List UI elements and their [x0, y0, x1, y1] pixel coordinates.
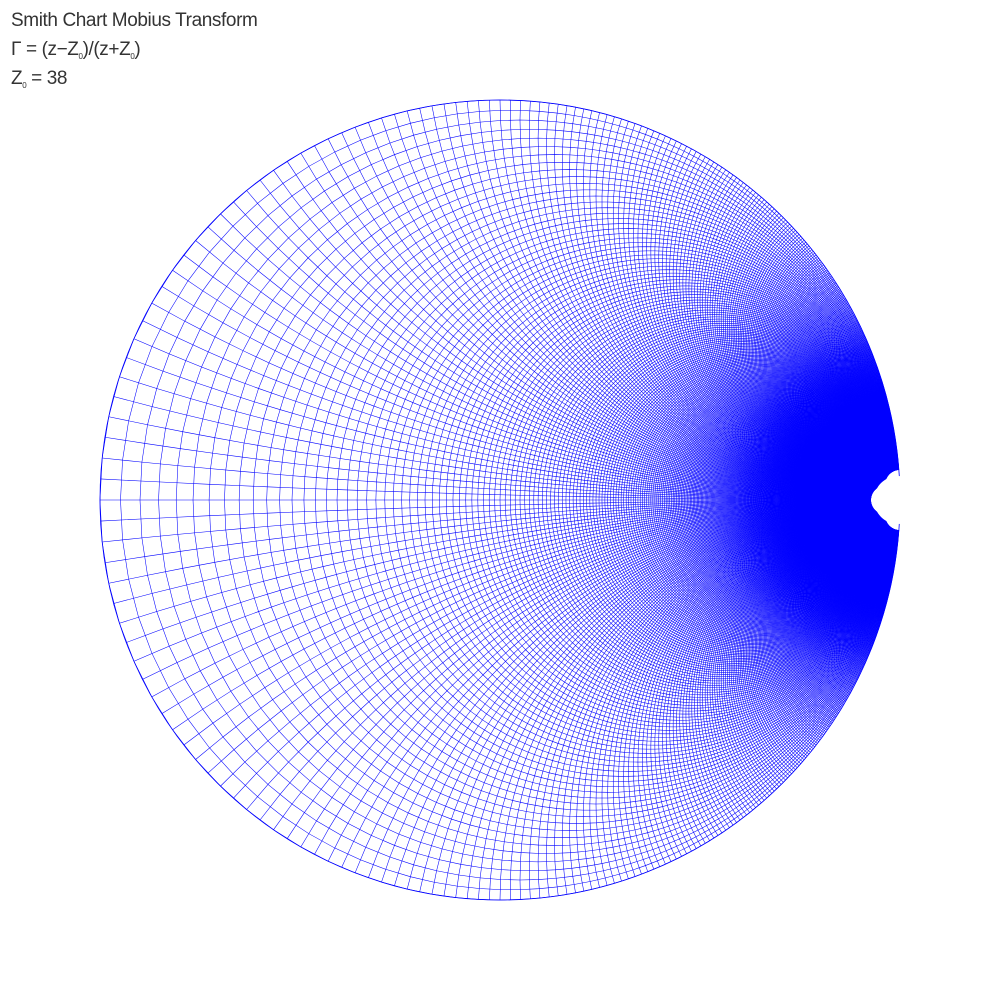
- mobius-grid: [100, 100, 922, 900]
- infinity-notch: [874, 476, 922, 524]
